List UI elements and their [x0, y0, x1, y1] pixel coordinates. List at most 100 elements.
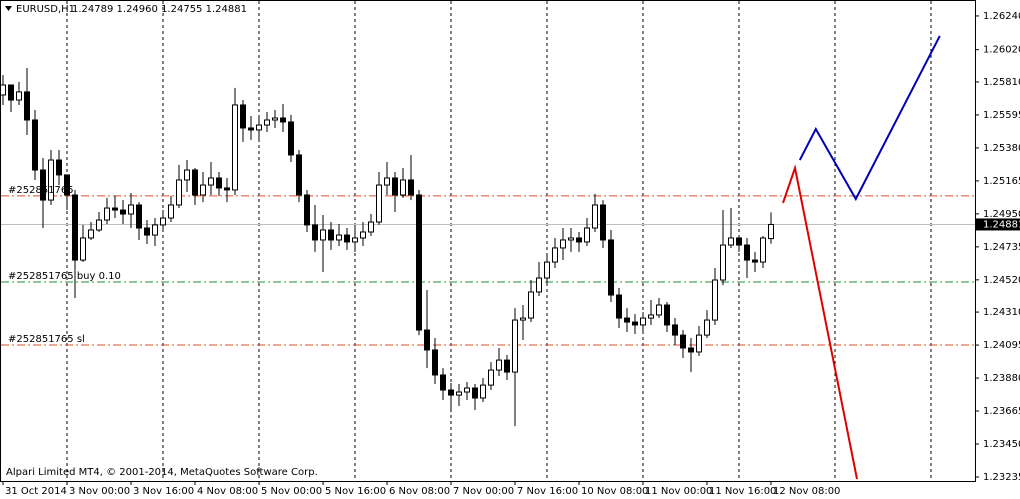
candle-body: [528, 291, 534, 319]
candle-body: [488, 369, 494, 386]
y-tick-label: 1.24520: [983, 275, 1020, 286]
candle-body: [312, 224, 318, 241]
candle-body: [680, 334, 686, 349]
y-tick-label: 1.23880: [983, 373, 1020, 384]
y-tick-label: 1.25380: [983, 143, 1020, 154]
x-tick-label: 4 Nov 08:00: [197, 486, 258, 497]
candle-body: [368, 221, 374, 233]
candle-body: [352, 237, 358, 243]
x-tick-label: 11 Nov 00:00: [645, 486, 712, 497]
candle-body: [96, 219, 102, 231]
candle-body: [120, 209, 126, 215]
candle-body: [504, 359, 510, 373]
candle-body: [136, 204, 142, 229]
candle-body: [336, 234, 342, 241]
candle-body: [128, 204, 134, 215]
order-label: #252851765 buy 0.10: [8, 271, 121, 282]
current-price-label: 1.24881: [983, 219, 1020, 230]
x-tick-label: 11 Nov 16:00: [709, 486, 776, 497]
candle-body: [752, 259, 758, 263]
candle-body: [496, 359, 502, 371]
candle-body: [232, 104, 238, 191]
candle-body: [704, 319, 710, 336]
candle-body: [144, 227, 150, 236]
candle-body: [104, 207, 110, 221]
candle-body: [240, 104, 246, 129]
footer: Alpari Limited MT4, © 2001-2014, MetaQuo…: [6, 467, 318, 478]
candle-body: [384, 177, 390, 186]
y-tick-label: 1.24950: [983, 209, 1020, 220]
candle-body: [88, 229, 94, 239]
x-tick-label: 5 Nov 00:00: [261, 486, 322, 497]
candle-body: [632, 321, 638, 326]
candle-body: [8, 84, 14, 101]
candle-body: [416, 194, 422, 331]
x-tick-label: 12 Nov 08:00: [773, 486, 840, 497]
x-tick-label: 31 Oct 2014: [5, 486, 67, 497]
candle-body: [480, 384, 486, 399]
candle-body: [360, 231, 366, 239]
candle-body: [728, 237, 734, 246]
y-tick-label: 1.24310: [983, 307, 1020, 318]
candle-body: [600, 204, 606, 241]
x-tick-label: 6 Nov 08:00: [389, 486, 450, 497]
candle-body: [536, 277, 542, 293]
candle-body: [520, 317, 526, 321]
candle-body: [48, 159, 54, 201]
candle-body: [664, 304, 670, 326]
candle-body: [24, 91, 30, 121]
order-label: #252851765 sl: [8, 334, 85, 345]
candle-body: [672, 324, 678, 336]
candle-body: [440, 374, 446, 391]
candle-body: [648, 314, 654, 319]
y-tick-label: 1.24095: [983, 340, 1020, 351]
candle-body: [448, 389, 454, 396]
candle-body: [272, 117, 278, 121]
candle-body: [640, 317, 646, 326]
candle-body: [576, 237, 582, 243]
candle-body: [560, 239, 566, 249]
candle-body: [392, 177, 398, 196]
candle-body: [464, 387, 470, 393]
candle-body: [288, 121, 294, 156]
candle-body: [224, 187, 230, 191]
candle-body: [616, 294, 622, 319]
y-tick-label: 1.25595: [983, 110, 1020, 121]
candle-body: [208, 177, 214, 186]
y-tick-label: 1.24735: [983, 242, 1020, 253]
candle-body: [112, 207, 118, 211]
candle-body: [192, 169, 198, 196]
candle-body: [184, 169, 190, 181]
current-price-box: [976, 218, 1020, 231]
candle-body: [408, 179, 414, 196]
candle-body: [768, 223, 774, 240]
candle-body: [512, 319, 518, 373]
candle-body: [624, 317, 630, 323]
symbol: EURUSD,H1: [16, 4, 75, 15]
candle-body: [696, 334, 702, 353]
candle-body: [656, 304, 662, 316]
candle-body: [176, 179, 182, 206]
candle-body: [456, 391, 462, 396]
candle-body: [432, 349, 438, 376]
x-tick-label: 7 Nov 00:00: [453, 486, 514, 497]
candle-body: [328, 229, 334, 241]
candle-body: [584, 227, 590, 243]
candle-body: [544, 261, 550, 279]
candle-body: [16, 91, 22, 101]
candle-body: [40, 169, 46, 201]
candle-body: [320, 229, 326, 241]
y-tick-label: 1.23450: [983, 439, 1020, 450]
menu-icon[interactable]: [5, 6, 12, 11]
candle-body: [80, 237, 86, 261]
candle-body: [168, 204, 174, 219]
candle-body: [400, 179, 406, 196]
candle-body: [152, 224, 158, 236]
y-tick-label: 1.23235: [983, 472, 1020, 483]
x-tick-label: 3 Nov 16:00: [133, 486, 194, 497]
candle-body: [688, 347, 694, 353]
candle-body: [712, 279, 718, 321]
candle-body: [304, 194, 310, 226]
projection-line: [782, 164, 858, 480]
